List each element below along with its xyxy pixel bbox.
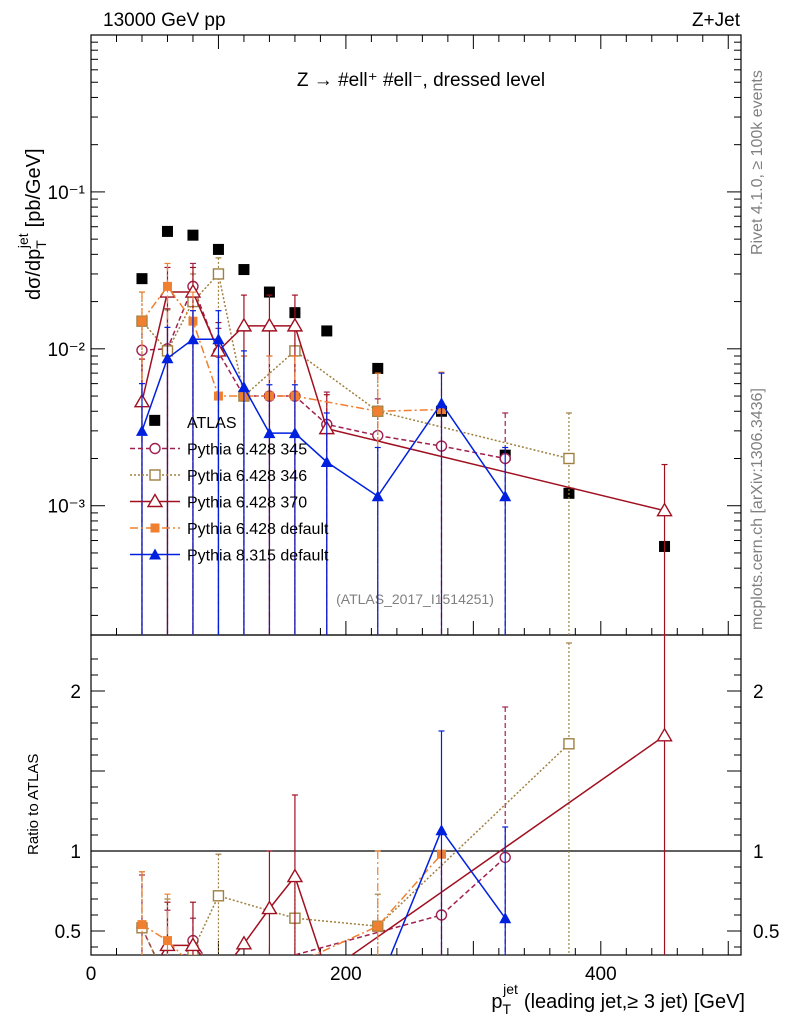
legend-marker — [146, 493, 164, 508]
data-point — [161, 352, 174, 364]
data-point — [235, 317, 253, 332]
data-point — [212, 243, 224, 255]
series-p8def — [135, 310, 512, 635]
data-point — [137, 316, 147, 326]
legend-entry-p6def: Pythia 6.428 default — [130, 521, 329, 538]
ratio-series-group — [136, 635, 673, 955]
ratio-y-tick-label: 2 — [70, 682, 81, 703]
legend-entry-p345: Pythia 6.428 345 — [130, 442, 307, 459]
legend-marker — [150, 523, 160, 533]
process-label: Z+Jet — [692, 10, 741, 31]
ratio-y-axis-label: Ratio to ATLAS — [25, 754, 42, 855]
ratio-y-tick-label: 0.5 — [55, 922, 81, 943]
legend-label: ATLAS — [187, 415, 237, 432]
ratio-point — [499, 912, 512, 924]
ratio-point — [184, 937, 202, 952]
legend-entry-p346: Pythia 6.428 346 — [130, 468, 307, 485]
data-point — [135, 424, 148, 436]
data-point — [186, 333, 199, 345]
series-line — [141, 272, 570, 460]
ratio-y-tick-label-right: 2 — [753, 682, 764, 703]
data-point — [563, 452, 575, 465]
legend-label: Pythia 6.428 346 — [187, 468, 307, 485]
x-tick-label: 0 — [86, 964, 97, 985]
ratio-y-tick-label: 1 — [70, 842, 81, 863]
legend-entry-p8def: Pythia 8.315 default — [130, 548, 329, 565]
analysis-id: (ATLAS_2017_I1514251) — [336, 591, 494, 607]
data-point — [288, 427, 301, 439]
ratio-series-p346 — [136, 642, 575, 955]
data-point — [212, 268, 225, 280]
main-plot-frame — [90, 34, 742, 636]
data-point — [435, 397, 448, 409]
data-point — [161, 225, 173, 237]
main-y-tick-label: 10⁻³ — [48, 497, 86, 518]
ratio-point — [137, 920, 147, 930]
ratio-point — [656, 727, 673, 742]
legend: ATLAS Pythia 6.428 345 Pythia 6.428 346 Pyt… — [130, 415, 329, 565]
legend-marker — [149, 469, 161, 481]
ratio-point — [373, 921, 383, 931]
data-point — [286, 317, 304, 332]
data-point — [263, 286, 275, 298]
data-point — [499, 490, 512, 502]
svg-text:dσ/dpTjet[pb/GeV]: dσ/dpTjet[pb/GeV] — [15, 148, 49, 300]
main-y-tick-label: 10⁻² — [48, 340, 86, 361]
data-point — [321, 325, 333, 337]
energy-label: 13000 GeV pp — [103, 10, 226, 31]
ratio-point — [435, 824, 448, 836]
legend-entry-data: ATLAS — [187, 415, 237, 432]
ratio-point — [162, 936, 172, 946]
plot-title: Z → #ell⁺ #ell⁻, dressed level — [297, 70, 545, 91]
main-y-axis-label: dσ/dpTjet[pb/GeV] — [15, 148, 49, 300]
svg-text:pTjet(leading jet,≥ 3 jet) [Ge: pTjet(leading jet,≥ 3 jet) [GeV] — [491, 981, 745, 1017]
legend-marker — [149, 442, 161, 455]
data-point — [187, 229, 199, 241]
ratio-y-tick-label-right: 0.5 — [753, 922, 779, 943]
data-point — [371, 490, 384, 502]
legend-marker — [149, 548, 161, 560]
data-point — [237, 381, 250, 393]
data-point — [373, 406, 383, 416]
main-y-tick-label: 10⁻¹ — [48, 183, 86, 204]
data-point — [238, 264, 250, 276]
legend-label: Pythia 8.315 default — [187, 548, 329, 565]
ratio-plot-frame — [90, 634, 742, 956]
ratio-line — [160, 735, 665, 955]
data-point — [149, 414, 161, 426]
main-series-group — [133, 225, 673, 635]
ratio-series-p8def — [389, 730, 512, 955]
x-tick-label: 400 — [585, 964, 617, 985]
ratio-line — [141, 856, 506, 955]
axes-ticks: 10⁻³ 10⁻² 10⁻¹ 0 200 400 0.5 0.5 1 1 2 2 — [48, 34, 779, 985]
data-point — [136, 273, 148, 285]
ratio-point — [212, 890, 225, 902]
mcplots-label: mcplots.cern.ch [arXiv:1306.3436] — [749, 388, 766, 630]
data-point — [656, 502, 673, 517]
data-point — [261, 317, 278, 332]
legend-label: Pythia 6.428 default — [187, 521, 329, 538]
data-point — [320, 455, 333, 467]
ratio-point — [261, 900, 278, 915]
data-point — [372, 362, 384, 374]
data-point — [162, 281, 172, 291]
rivet-label: Rivet 4.1.0, ≥ 100k events — [749, 70, 766, 255]
legend-entry-p370: Pythia 6.428 370 — [130, 493, 307, 512]
ratio-series-p370 — [159, 635, 673, 955]
x-tick-label: 200 — [330, 964, 362, 985]
legend-label: Pythia 6.428 345 — [187, 442, 307, 459]
data-point — [263, 427, 276, 439]
ratio-line — [141, 853, 443, 955]
x-axis-label: pTjet(leading jet,≥ 3 jet) [GeV] — [491, 981, 745, 1017]
legend-label: Pythia 6.428 370 — [187, 495, 307, 512]
ratio-y-tick-label-right: 1 — [753, 842, 764, 863]
ratio-point — [235, 935, 253, 950]
ratio-point — [563, 738, 575, 750]
data-point — [212, 333, 225, 345]
ratio-point — [286, 868, 304, 883]
